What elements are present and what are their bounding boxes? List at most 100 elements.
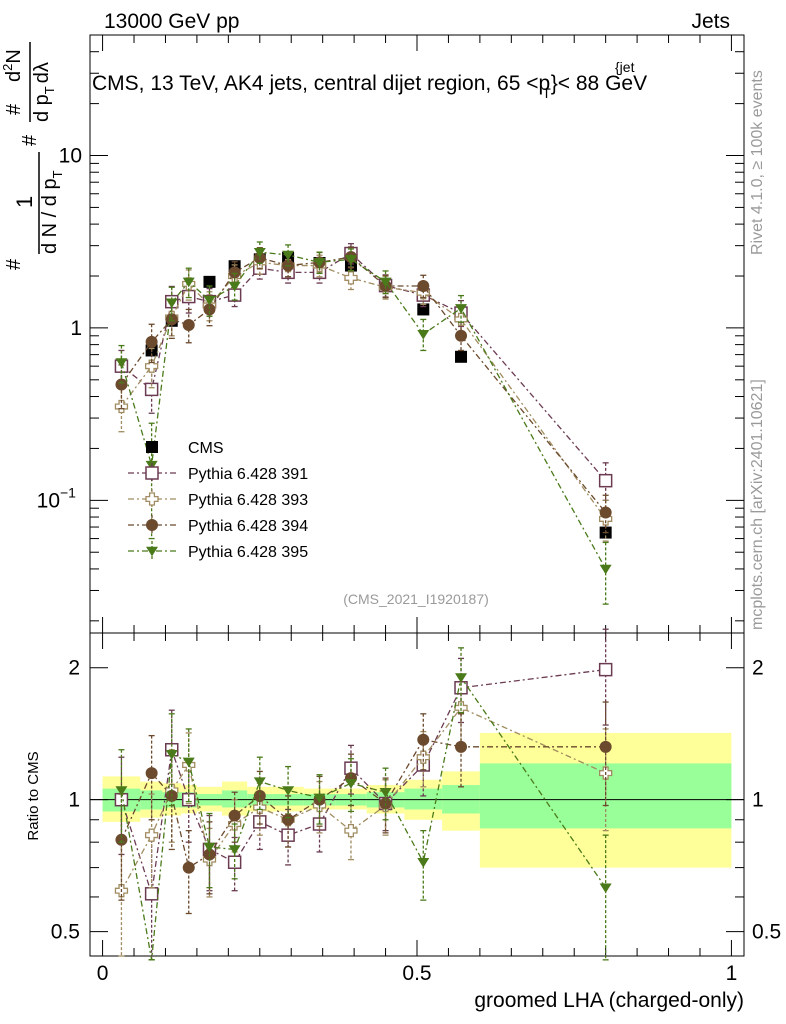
main-err-p395-0 [118, 344, 125, 384]
ratio-ytick-label-right-2: 0.5 [752, 921, 781, 944]
y-label-one: 1 [12, 196, 37, 208]
y-label-hash-2: # [19, 134, 41, 146]
main-err-p394-1 [148, 323, 155, 364]
main-point-p394-3 [182, 318, 195, 331]
ratio-uncertainty-bands [102, 732, 732, 868]
main-ytick-label-2: 10 [37, 489, 60, 512]
legend-item-p394: Pythia 6.428 394 [128, 515, 308, 535]
header-right-label: Jets [691, 10, 730, 33]
ratio-line-p395 [120, 675, 607, 960]
y-label-num: d2N [0, 49, 25, 82]
main-ytick-label-0: 10 [59, 145, 82, 168]
ratio-point-p393-1 [144, 828, 159, 842]
ratio-point-p395-12 [455, 673, 468, 683]
ratio-point-p395-4 [203, 842, 216, 853]
ratio-point-p394-1 [145, 767, 158, 780]
y-label-hash-1: # [3, 258, 25, 270]
main-point-p394-1 [145, 335, 158, 348]
ratio-point-p395-13 [599, 883, 612, 894]
ratio-point-p395-3 [182, 757, 195, 768]
analysis-id: (CMS_2021_I1920187) [343, 591, 489, 607]
ratio-err-p395-11 [420, 829, 427, 901]
ratio-err-p395-0 [118, 749, 125, 843]
band-green-11 [404, 788, 443, 810]
main-point-p393-12 [454, 312, 468, 327]
ratio-point-p393-11 [416, 750, 430, 764]
ratio-ytick-label-left-2: 0.5 [51, 921, 80, 944]
ratio-err-p395-13 [602, 834, 609, 961]
main-err-p395-5 [231, 272, 238, 301]
main-point-p395-7 [282, 250, 295, 261]
main-point-p395-11 [417, 329, 430, 340]
ratio-err-p395-8 [316, 774, 323, 825]
main-err-p395-3 [185, 267, 192, 299]
main-point-p395-10 [379, 277, 392, 288]
x-axis-label: groomed LHA (charged-only) [474, 989, 744, 1012]
ratio-point-p395-5 [228, 845, 241, 855]
legend-marker-p394 [146, 519, 158, 531]
main-point-p394-0 [115, 378, 128, 391]
xtick-label-2: 1 [726, 962, 738, 985]
main-y-axis-label: # 1 d N / d pT # d2N # d pTdλ [0, 42, 65, 270]
main-point-p395-8 [313, 258, 326, 268]
plot-title: CMS, 13 TeV, AK4 jets, central dijet reg… [92, 72, 647, 101]
main-point-p391-1 [144, 382, 159, 397]
main-point-p395-13 [599, 564, 612, 575]
main-point-p395-5 [228, 281, 241, 292]
ratio-point-p395-8 [313, 793, 326, 804]
y-label-frac-den-b: d pTdλ [31, 62, 57, 122]
main-point-p395-0 [115, 358, 128, 368]
main-line-p393 [120, 261, 607, 520]
ratio-point-p395-9 [344, 779, 357, 789]
main-point-p395-12 [455, 304, 468, 314]
ratio-err-p395-2 [168, 713, 175, 807]
legend-item-cms: CMS [146, 440, 224, 457]
main-err-p395-12 [458, 294, 465, 323]
ratio-point-p395-7 [282, 786, 295, 796]
legend-label-p391: Pythia 6.428 391 [188, 466, 308, 483]
header-left-label: 13000 GeV pp [104, 10, 239, 33]
ratio-point-p391-1 [144, 887, 159, 901]
ratio-series-layer [114, 628, 613, 961]
ratio-point-p394-7 [282, 813, 295, 826]
plot-title-prefix: CMS, 13 TeV, AK4 jets, central dijet reg… [92, 72, 550, 95]
ratio-point-p394-6 [253, 789, 266, 802]
ratio-point-p394-5 [228, 809, 241, 822]
legend-label-p395: Pythia 6.428 395 [188, 544, 308, 561]
legend-label-cms: CMS [188, 440, 224, 457]
mcplots-label: mcplots.cern.ch [arXiv:2401.10621] [749, 379, 766, 630]
ratio-axis-ticks: 2 2 1 1 0.5 0.5 0 0.5 1 [51, 633, 781, 985]
main-point-p395-3 [182, 277, 195, 288]
ratio-point-p393-9 [344, 823, 358, 838]
legend-label-p394: Pythia 6.428 394 [188, 518, 308, 535]
main-series-p394 [115, 246, 612, 534]
main-point-cms-12 [455, 350, 468, 363]
plot-title-sup: {jet [615, 59, 635, 75]
main-ytick-exponent: −1 [60, 484, 76, 500]
ratio-point-p394-13 [599, 740, 612, 753]
ratio-point-p394-12 [455, 740, 468, 753]
ratio-series-p395 [115, 647, 612, 961]
xtick-label-0: 0 [97, 962, 109, 985]
ratio-ytick-label-right-0: 2 [752, 657, 764, 680]
ratio-point-p395-0 [115, 786, 128, 796]
legend-label-p393: Pythia 6.428 393 [188, 492, 308, 509]
ratio-point-p395-11 [417, 858, 430, 868]
main-series-layer [114, 241, 613, 605]
main-point-p393-1 [144, 359, 159, 373]
ratio-line-p394 [120, 739, 606, 869]
main-point-p393-9 [344, 271, 358, 285]
legend: CMS Pythia 6.428 391 Pythia 6.428 393 Pythi… [128, 440, 308, 561]
ratio-y-axis-label: Ratio to CMS [25, 751, 42, 840]
ratio-ytick-label-left-1: 1 [68, 789, 80, 812]
main-point-p394-5 [228, 266, 241, 279]
legend-item-p391: Pythia 6.428 391 [128, 463, 308, 483]
ratio-err-p394-13 [602, 701, 609, 807]
main-ytick-label-1: 1 [70, 317, 82, 340]
y-label-hash-3: # [3, 103, 25, 115]
legend-marker-cms [146, 441, 158, 453]
legend-item-p395: Pythia 6.428 395 [128, 541, 308, 561]
main-point-p394-13 [599, 506, 612, 519]
ratio-ytick-label-right-1: 1 [752, 789, 764, 812]
